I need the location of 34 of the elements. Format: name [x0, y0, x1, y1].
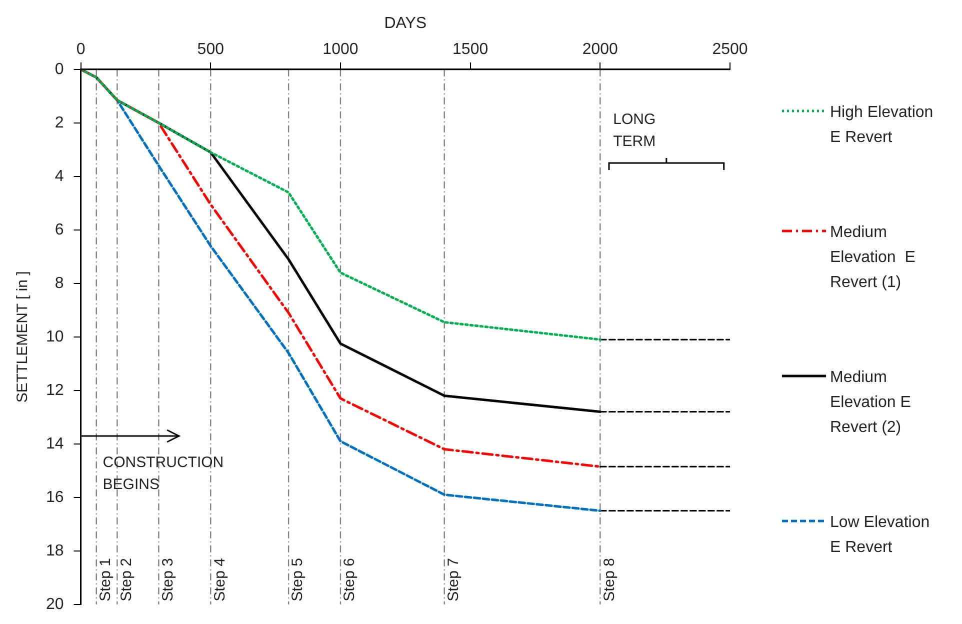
y-tick-label: 6 — [54, 221, 64, 238]
y-tick-label: 16 — [46, 488, 64, 506]
x-tick-label: 2000 — [582, 41, 618, 58]
ref-line-label: Step 6 — [341, 558, 358, 602]
ref-line-label: Step 2 — [118, 558, 135, 602]
ref-line-label: Step 5 — [289, 558, 306, 602]
x-tick-label: 0 — [76, 41, 86, 58]
y-tick-label: 14 — [46, 435, 64, 452]
legend-label: Medium Elevation E Revert (2) — [830, 368, 912, 438]
x-tick-label: 500 — [197, 41, 224, 58]
x-tick-label: 1500 — [452, 41, 488, 58]
line-series — [80, 69, 602, 341]
y-tick-label: 12 — [46, 382, 64, 399]
ref-line-label: Step 8 — [600, 558, 618, 602]
x-tick-label: 2500 — [712, 41, 748, 58]
x-tick-label: 1000 — [322, 41, 358, 58]
ref-line-label: Step 3 — [159, 558, 176, 602]
y-tick-label: 8 — [54, 274, 64, 292]
ref-line-label: Step 7 — [444, 558, 462, 602]
y-tick-label: 10 — [46, 328, 64, 346]
annotation: CONSTRUCTION BEGINS — [102, 452, 225, 495]
y-axis-title: SETTLEMENT [ in ] — [14, 271, 32, 403]
ref-line-label: Step 1 — [97, 558, 114, 602]
x-axis-title: DAYS — [384, 15, 427, 32]
legend-label: Medium Elevation E Revert (1) — [830, 223, 916, 293]
legend-label: Low Elevation E Revert — [830, 513, 931, 558]
y-tick-label: 2 — [54, 114, 64, 132]
legend-label: High Elevation E Revert — [830, 103, 934, 148]
y-tick-label: 20 — [46, 596, 64, 613]
annotation: LONG TERM — [613, 110, 657, 152]
y-tick-label: 4 — [54, 168, 64, 185]
y-tick-label: 18 — [46, 542, 64, 560]
ref-line-label: Step 4 — [211, 558, 228, 602]
y-tick-label: 0 — [54, 60, 64, 78]
